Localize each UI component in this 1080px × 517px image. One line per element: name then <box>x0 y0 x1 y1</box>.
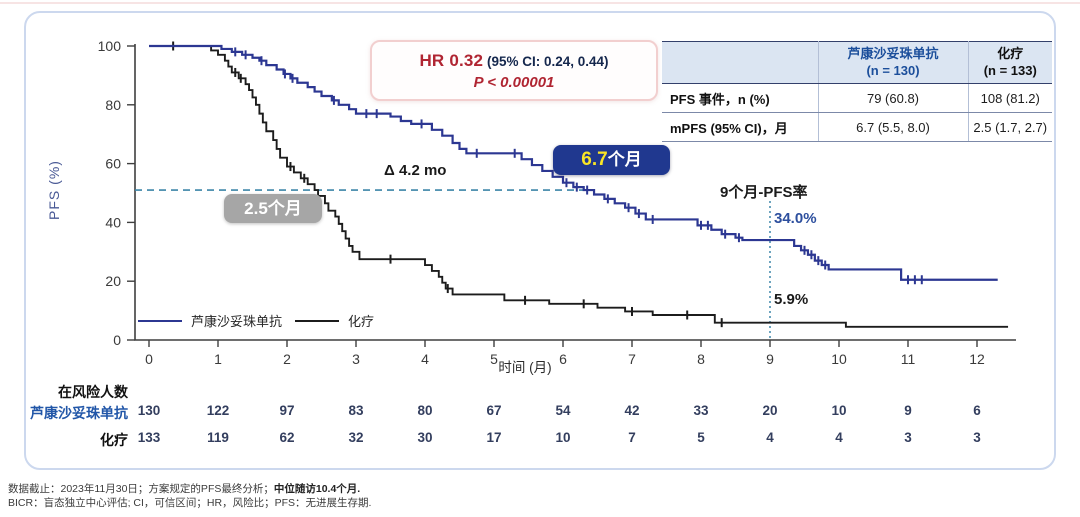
y-tick-label: 60 <box>105 156 121 172</box>
x-tick-label: 0 <box>145 351 153 367</box>
y-tick-label: 80 <box>105 97 121 113</box>
at-risk-value: 4 <box>766 430 774 445</box>
hr-ci: (95% CI: 0.24, 0.44) <box>486 54 609 69</box>
summary-table-drug-header: 芦康沙妥珠单抗 (n = 130) <box>817 41 969 84</box>
x-tick-label: 7 <box>628 351 636 367</box>
row-label-pfs-events: PFS 事件，n (%) <box>662 83 819 113</box>
at-risk-value: 32 <box>348 430 364 445</box>
x-tick-label: 10 <box>831 351 847 367</box>
at-risk-value: 130 <box>137 403 161 418</box>
at-risk-value: 10 <box>831 403 847 418</box>
at-risk-value: 54 <box>555 403 571 418</box>
x-tick-label: 3 <box>352 351 360 367</box>
p-value: P < 0.00001 <box>473 74 555 91</box>
at-risk-label-chemo: 化疗 <box>100 432 128 448</box>
pfs-events-drug: 79 (60.8) <box>817 83 969 113</box>
median-badge-drug-unit: 个月 <box>607 150 642 169</box>
legend-label-drug: 芦康沙妥珠单抗 <box>191 314 283 329</box>
summary-table: 芦康沙妥珠单抗 (n = 130) 化疗 (n = 133) PFS 事件，n … <box>662 41 1052 142</box>
at-risk-title: 在风险人数 <box>58 384 128 400</box>
x-tick-label: 8 <box>697 351 705 367</box>
median-badge-drug: 6.7个月 <box>553 145 670 175</box>
at-risk-label-drug: 芦康沙妥珠单抗 <box>30 405 128 421</box>
legend: 芦康沙妥珠单抗 化疗 <box>138 311 374 330</box>
x-tick-label: 5 <box>490 351 498 367</box>
footnote-followup: 中位随访10.4个月. <box>273 483 361 495</box>
x-tick-label: 11 <box>901 351 916 367</box>
y-tick-label: 40 <box>105 214 121 230</box>
pfs-events-chemo: 108 (81.2) <box>967 83 1052 113</box>
summary-table-chemo-header: 化疗 (n = 133) <box>967 41 1052 84</box>
x-tick-label: 9 <box>766 351 774 367</box>
median-badge-chemo: 2.5个月 <box>224 194 322 223</box>
pfs9-rate-chemo: 5.9% <box>774 291 809 308</box>
hr-stat-box: HR 0.32 (95% CI: 0.24, 0.44) P < 0.00001 <box>370 40 658 101</box>
at-risk-value: 33 <box>693 403 709 418</box>
summary-table-header-row: 芦康沙妥珠单抗 (n = 130) 化疗 (n = 133) <box>662 41 1052 84</box>
legend-line-drug <box>138 319 182 322</box>
pfs9-rate-drug: 34.0% <box>774 210 817 227</box>
at-risk-value: 119 <box>207 430 229 445</box>
y-tick-label: 100 <box>98 38 122 54</box>
mpfs-chemo: 2.5 (1.7, 2.7) <box>967 112 1052 142</box>
at-risk-value: 42 <box>624 403 640 418</box>
top-accent-line <box>0 2 1080 4</box>
legend-line-chemo <box>295 319 340 322</box>
hr-line: HR 0.32 (95% CI: 0.24, 0.44) <box>372 51 656 71</box>
at-risk-value: 3 <box>904 430 912 445</box>
km-curve-drug <box>149 44 998 281</box>
x-tick-label: 2 <box>283 351 291 367</box>
summary-table-corner-cell <box>662 41 819 84</box>
table-row: mPFS (95% CI)，月 6.7 (5.5, 8.0) 2.5 (1.7,… <box>662 112 1052 142</box>
y-axis-title: PFS (%) <box>46 160 62 220</box>
at-risk-value: 122 <box>206 403 230 418</box>
legend-item-drug: 芦康沙妥珠单抗 <box>138 311 282 330</box>
at-risk-value: 30 <box>417 430 433 445</box>
at-risk-value: 133 <box>137 430 161 445</box>
row-label-mpfs: mPFS (95% CI)，月 <box>662 112 819 142</box>
pfs9-title: 9个月-PFS率 <box>720 184 808 201</box>
legend-item-chemo: 化疗 <box>295 311 374 330</box>
x-tick-label: 4 <box>421 351 429 367</box>
mpfs-drug: 6.7 (5.5, 8.0) <box>817 112 969 142</box>
at-risk-value: 4 <box>835 430 843 445</box>
drug-name: 芦康沙妥珠单抗 <box>847 46 939 62</box>
drug-n: (n = 130) <box>866 62 920 78</box>
at-risk-value: 6 <box>973 403 981 418</box>
at-risk-value: 80 <box>417 403 433 418</box>
at-risk-value: 10 <box>555 430 571 445</box>
x-tick-label: 1 <box>214 351 222 367</box>
x-tick-label: 6 <box>559 351 567 367</box>
legend-label-chemo: 化疗 <box>348 314 375 329</box>
table-row: PFS 事件，n (%) 79 (60.8) 108 (81.2) <box>662 83 1052 113</box>
footnote-line-2: BICR：盲态独立中心评估; CI，可信区间；HR，风险比；PFS：无进展生存期… <box>8 496 372 509</box>
at-risk-value: 20 <box>762 403 778 418</box>
chemo-name: 化疗 <box>997 46 1024 62</box>
delta-annotation: Δ 4.2 mo <box>384 162 447 179</box>
at-risk-value: 67 <box>486 403 502 418</box>
at-risk-value: 7 <box>628 430 636 445</box>
km-curve-chemo <box>149 45 1009 328</box>
at-risk-value: 5 <box>697 430 705 445</box>
at-risk-value: 17 <box>486 430 502 445</box>
median-badge-drug-number: 6.7 <box>581 149 608 170</box>
footnote: 数据截止：2023年11月30日；方案规定的PFS最终分析；中位随访10.4个月… <box>8 483 371 510</box>
y-tick-label: 0 <box>113 332 121 348</box>
at-risk-value: 3 <box>973 430 981 445</box>
chemo-n: (n = 133) <box>983 62 1037 78</box>
at-risk-value: 62 <box>279 430 295 445</box>
footnote-cutoff: 数据截止：2023年11月30日；方案规定的PFS最终分析； <box>8 483 274 495</box>
hr-value: HR 0.32 <box>419 51 484 70</box>
footnote-line-1: 数据截止：2023年11月30日；方案规定的PFS最终分析；中位随访10.4个月… <box>8 483 371 497</box>
y-tick-label: 20 <box>105 273 121 289</box>
x-tick-label: 12 <box>969 351 985 367</box>
at-risk-value: 9 <box>904 403 912 418</box>
at-risk-value: 97 <box>279 403 295 418</box>
at-risk-value: 83 <box>348 403 364 418</box>
x-axis-title: 时间 (月) <box>498 360 552 375</box>
